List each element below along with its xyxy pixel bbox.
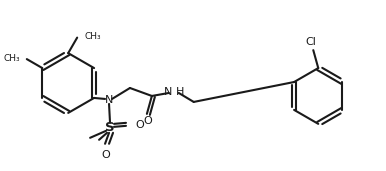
Text: Cl: Cl (306, 37, 317, 47)
Text: O: O (135, 120, 144, 130)
Text: H: H (176, 87, 184, 97)
Text: O: O (102, 150, 110, 160)
Text: N: N (163, 87, 172, 97)
Text: CH₃: CH₃ (84, 32, 101, 41)
Text: S: S (105, 121, 115, 134)
Text: CH₃: CH₃ (3, 54, 20, 63)
Text: N: N (105, 95, 113, 105)
Text: O: O (144, 116, 152, 126)
